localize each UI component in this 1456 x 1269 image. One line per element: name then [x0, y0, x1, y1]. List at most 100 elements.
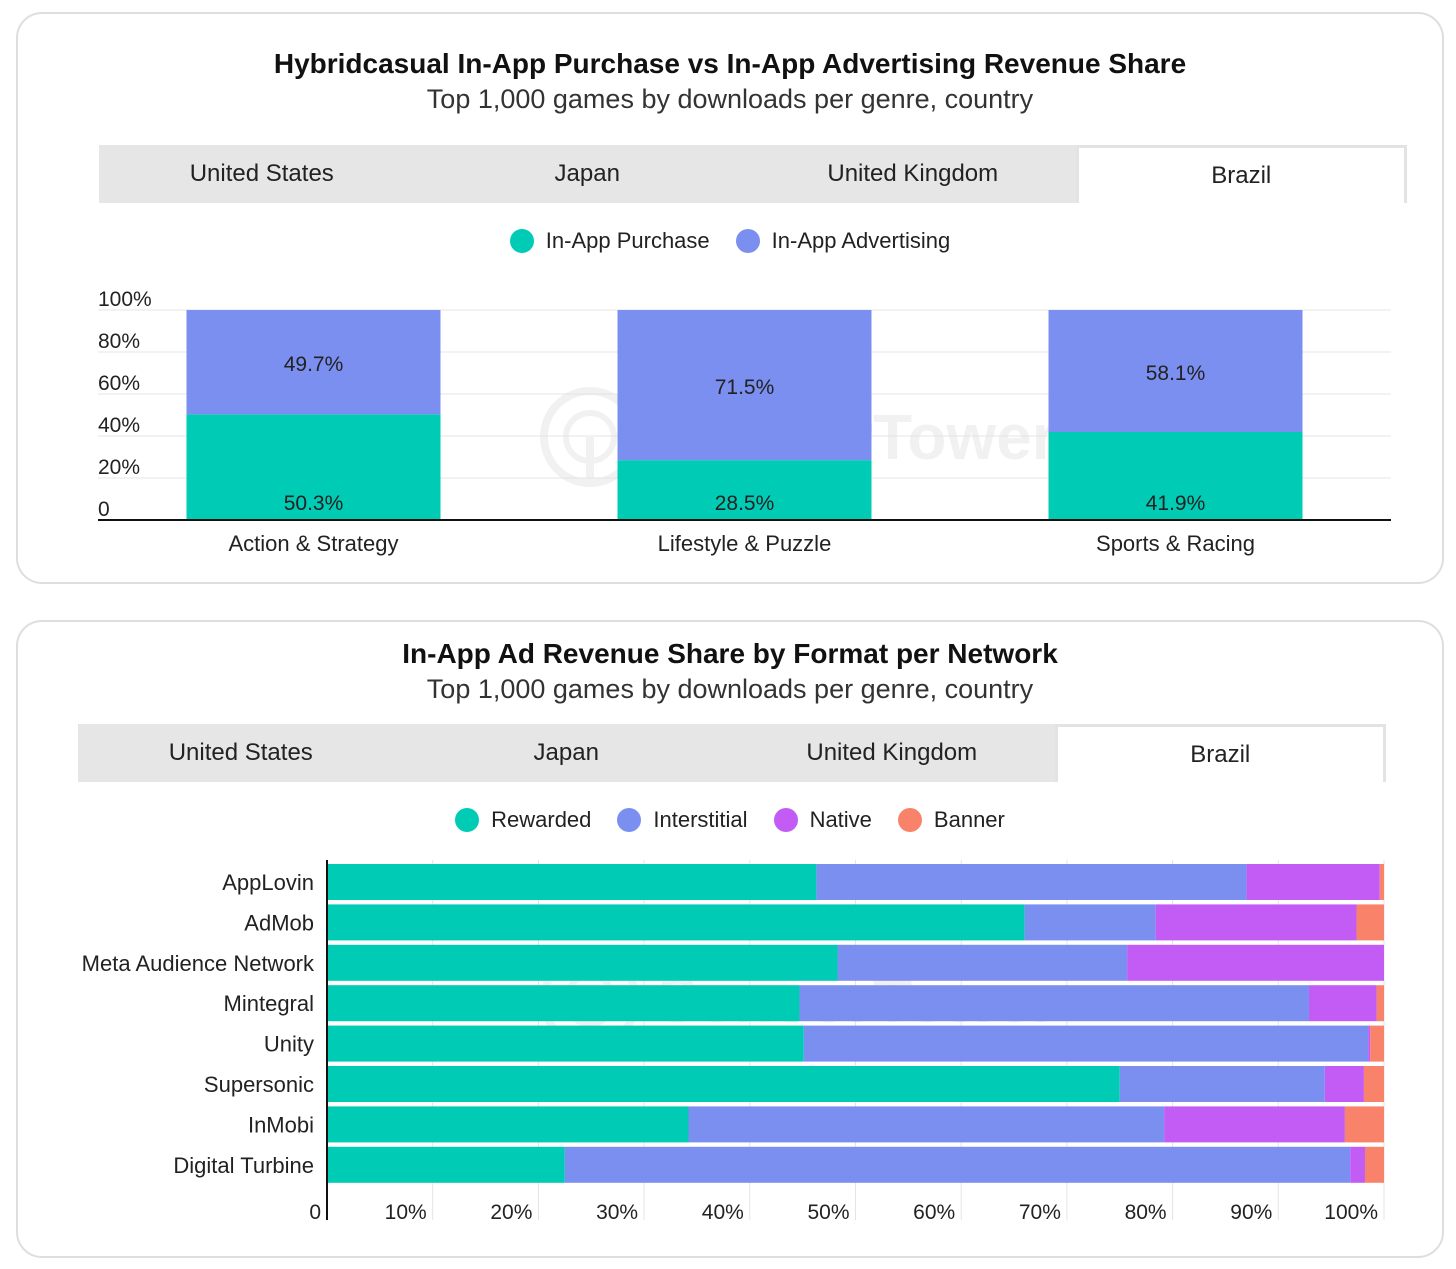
legend-interstitial[interactable]: Interstitial [617, 807, 748, 833]
bar-banner-mintegral[interactable] [1376, 985, 1384, 1022]
chart1-country-tabs: United States Japan United Kingdom Brazi… [99, 145, 1407, 203]
x-tick-label: Sports & Racing [1096, 531, 1255, 556]
bar-native-digital-turbine[interactable] [1350, 1146, 1365, 1183]
interstitial-swatch [617, 808, 642, 832]
legend-rewarded-label: Rewarded [491, 807, 592, 832]
y-tick-label: 20% [98, 456, 140, 479]
bar-native-applovin[interactable] [1246, 864, 1380, 900]
chart2-subtitle: Top 1,000 games by downloads per genre, … [426, 674, 1034, 704]
bar-interstitial-mintegral[interactable] [799, 985, 1309, 1022]
bar-rewarded-meta-audience-network[interactable] [327, 944, 838, 981]
chart2-title: In-App Ad Revenue Share by Format per Ne… [402, 638, 1058, 669]
y-tick-label: 80% [98, 330, 140, 353]
data-label-in-app-purchase-action-strategy: 50.3% [284, 492, 344, 515]
in-app-purchase-swatch [509, 229, 534, 253]
bar-in-app-advertising-lifestyle-puzzle[interactable] [617, 310, 872, 461]
x-tick-label: 100% [1324, 1201, 1378, 1224]
chart2-tab-japan[interactable]: Japan [533, 739, 599, 766]
legend-banner[interactable]: Banner [897, 807, 1005, 833]
x-tick-label: 90% [1230, 1201, 1272, 1224]
bar-rewarded-supersonic[interactable] [327, 1066, 1120, 1102]
chart2-tab-united-states[interactable]: United States [168, 739, 313, 766]
in-app-advertising-swatch [735, 229, 760, 253]
bar-interstitial-supersonic[interactable] [1119, 1066, 1325, 1102]
chart1-tab-united-states[interactable]: United States [189, 160, 334, 187]
bar-native-admob[interactable] [1155, 904, 1357, 941]
bar-in-app-advertising-action-strategy[interactable] [186, 310, 441, 415]
data-label-in-app-advertising-sports-racing: 58.1% [1146, 362, 1206, 385]
legend-native-label: Native [809, 807, 872, 832]
bar-banner-unity[interactable] [1370, 1025, 1384, 1062]
x-tick-label: 40% [702, 1201, 744, 1224]
chart2-plot: SensorTower 010%20%30%40%50%60%70%80%90%… [82, 860, 1385, 1224]
legend-in-app-purchase-label: In-App Purchase [545, 228, 710, 253]
y-tick-label: Mintegral [224, 991, 314, 1016]
legend-rewarded[interactable]: Rewarded [455, 807, 591, 833]
bar-native-supersonic[interactable] [1324, 1066, 1364, 1102]
x-tick-label: 10% [385, 1201, 427, 1224]
bar-rewarded-applovin[interactable] [327, 864, 817, 900]
y-tick-label: AppLovin [222, 870, 314, 895]
chart1-tab-brazil[interactable]: Brazil [1075, 145, 1407, 203]
chart1-title: Hybridcasual In-App Purchase vs In-App A… [273, 48, 1187, 79]
y-tick-label: 100% [98, 288, 152, 311]
chart1-plot: SensorTower 020%40%60%80%100%50.3%49.7%A… [98, 288, 1391, 556]
bar-rewarded-mintegral[interactable] [327, 985, 800, 1022]
banner-swatch [897, 808, 922, 832]
data-label-in-app-advertising-action-strategy: 49.7% [284, 353, 344, 376]
y-tick-label: 40% [98, 414, 140, 437]
bar-in-app-purchase-lifestyle-puzzle[interactable] [617, 460, 872, 520]
x-tick-label: 20% [490, 1201, 532, 1224]
x-tick-label: 60% [913, 1201, 955, 1224]
data-label-in-app-advertising-lifestyle-puzzle: 71.5% [715, 376, 775, 399]
y-tick-label: Unity [264, 1032, 314, 1057]
chart2-legend: Rewarded Interstitial Native Banner [18, 807, 1442, 833]
data-label-in-app-purchase-sports-racing: 41.9% [1146, 492, 1206, 515]
bar-interstitial-unity[interactable] [803, 1025, 1369, 1062]
x-tick-label: 30% [596, 1201, 638, 1224]
bar-banner-applovin[interactable] [1379, 864, 1384, 900]
y-tick-label: Meta Audience Network [82, 951, 315, 976]
x-tick-label: Action & Strategy [229, 531, 399, 556]
chart1-tab-japan[interactable]: Japan [554, 160, 620, 187]
legend-banner-label: Banner [933, 807, 1005, 832]
legend-native[interactable]: Native [773, 807, 872, 833]
bar-native-inmobi[interactable] [1164, 1106, 1345, 1143]
bar-in-app-purchase-sports-racing[interactable] [1048, 432, 1303, 520]
bar-rewarded-inmobi[interactable] [327, 1106, 689, 1143]
bar-banner-admob[interactable] [1356, 904, 1384, 941]
bar-native-mintegral[interactable] [1308, 985, 1377, 1022]
bar-interstitial-inmobi[interactable] [688, 1106, 1165, 1143]
y-tick-label: 0 [98, 498, 110, 521]
bar-interstitial-applovin[interactable] [816, 864, 1247, 900]
bar-rewarded-unity[interactable] [327, 1025, 804, 1062]
legend-in-app-advertising-label: In-App Advertising [771, 228, 951, 253]
rewarded-swatch [455, 808, 480, 832]
bar-banner-supersonic[interactable] [1363, 1066, 1384, 1102]
chart2-tab-brazil[interactable]: Brazil [1054, 724, 1386, 782]
legend-in-app-purchase[interactable]: In-App Purchase [509, 228, 710, 254]
x-tick-label: Lifestyle & Puzzle [658, 531, 832, 556]
chart1-tab-united-kingdom[interactable]: United Kingdom [827, 160, 999, 187]
bar-banner-digital-turbine[interactable] [1364, 1146, 1384, 1183]
y-tick-label: Supersonic [204, 1072, 314, 1097]
y-tick-label: Digital Turbine [173, 1153, 314, 1178]
y-tick-label: 60% [98, 372, 140, 395]
bar-native-meta-audience-network[interactable] [1127, 944, 1384, 981]
bar-banner-inmobi[interactable] [1344, 1106, 1384, 1143]
bar-interstitial-digital-turbine[interactable] [564, 1146, 1351, 1183]
bar-interstitial-meta-audience-network[interactable] [837, 944, 1128, 981]
chart2-tab-united-kingdom[interactable]: United Kingdom [806, 739, 978, 766]
legend-in-app-advertising[interactable]: In-App Advertising [735, 228, 951, 254]
bar-in-app-advertising-sports-racing[interactable] [1048, 310, 1303, 433]
bar-rewarded-admob[interactable] [327, 904, 1025, 941]
bar-in-app-purchase-action-strategy[interactable] [186, 414, 441, 520]
ad-format-card: In-App Ad Revenue Share by Format per Ne… [16, 620, 1444, 1258]
bar-native-unity[interactable] [1368, 1025, 1371, 1062]
y-tick-label: InMobi [248, 1112, 314, 1137]
bar-interstitial-admob[interactable] [1024, 904, 1156, 941]
chart2-country-tabs: United States Japan United Kingdom Brazi… [78, 724, 1386, 782]
revenue-share-card: Hybridcasual In-App Purchase vs In-App A… [16, 12, 1444, 584]
bar-rewarded-digital-turbine[interactable] [327, 1146, 565, 1183]
chart1-legend: In-App Purchase In-App Advertising [18, 228, 1442, 254]
